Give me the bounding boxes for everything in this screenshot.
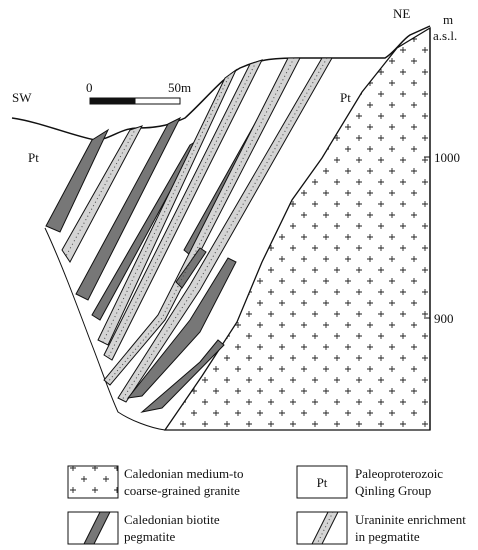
uraninite-band [97, 68, 238, 346]
legend-label: in pegmatite [355, 529, 420, 544]
axis-unit: m [443, 12, 453, 27]
legend-label: Paleoproterozoic [355, 466, 443, 481]
uraninite-band [103, 59, 263, 361]
scale-label: 0 [86, 80, 93, 95]
granite [163, 26, 431, 431]
legend-uraninite [311, 511, 339, 545]
legend-label: coarse-grained granite [124, 483, 240, 498]
legend-symbol-text: Pt [317, 475, 328, 490]
uraninite-band [103, 57, 301, 386]
legend-label: Caledonian medium-to [124, 466, 244, 481]
axis-unit: a.s.l. [433, 28, 457, 43]
tick-label: 1000 [434, 150, 460, 165]
legend-symbol [67, 465, 119, 499]
pegmatite-band [140, 339, 225, 413]
pegmatite-band [126, 257, 237, 399]
uraninite-band [61, 125, 144, 263]
enrichment-dots [65, 57, 328, 401]
legend-symbol [296, 465, 348, 499]
pegmatite-band [45, 128, 110, 233]
legend-label: pegmatite [124, 529, 175, 544]
section-base [44, 227, 166, 431]
legend-label: Qinling Group [355, 483, 431, 498]
pegmatite-band [75, 116, 182, 301]
unit-label: Pt [340, 90, 351, 105]
ne-label: NE [393, 6, 410, 21]
legend-label: Uraninite enrichment [355, 512, 466, 527]
legend-label: Caledonian biotite [124, 512, 220, 527]
scale-label: 50m [168, 80, 191, 95]
scale-bar [134, 97, 181, 105]
pegmatite-band [175, 247, 207, 289]
legend-pegmatite [83, 511, 111, 545]
scale-bar [89, 97, 136, 105]
uraninite-band [117, 57, 333, 403]
unit-label: Pt [28, 150, 39, 165]
sw-label: SW [12, 90, 32, 105]
tick-label: 900 [434, 311, 454, 326]
